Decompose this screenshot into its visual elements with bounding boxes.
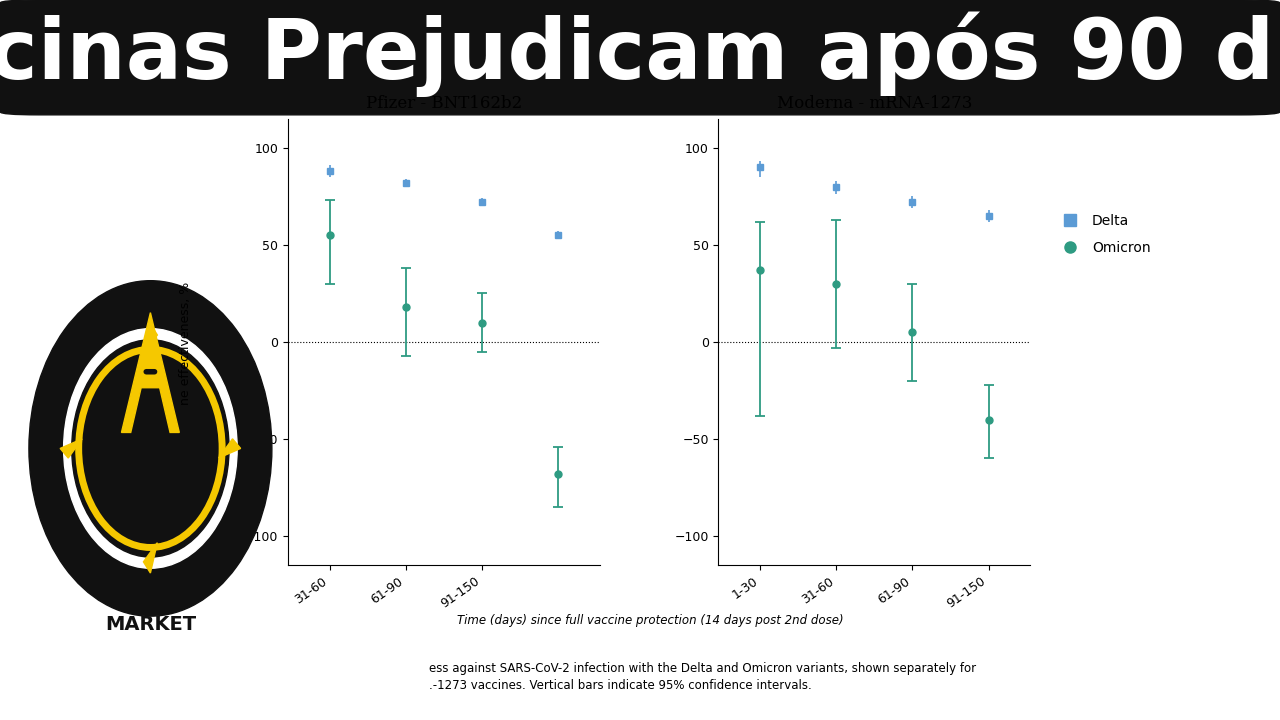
FancyBboxPatch shape — [0, 0, 1280, 114]
Circle shape — [72, 340, 229, 557]
Text: MARKET: MARKET — [105, 615, 196, 634]
Text: ne effectiveness, %: ne effectiveness, % — [179, 282, 192, 405]
Polygon shape — [219, 439, 241, 458]
Polygon shape — [122, 312, 179, 433]
Text: ess against SARS-CoV-2 infection with the Delta and Omicron variants, shown sepa: ess against SARS-CoV-2 infection with th… — [429, 662, 975, 675]
Text: FREE: FREE — [160, 297, 189, 307]
Text: Time (days) since full vaccine protection (14 days post 2nd dose): Time (days) since full vaccine protectio… — [457, 614, 844, 627]
Polygon shape — [143, 324, 157, 354]
Circle shape — [64, 328, 237, 568]
Title: Pfizer - BNT162b2: Pfizer - BNT162b2 — [366, 95, 522, 112]
Text: OPINION: OPINION — [83, 316, 133, 326]
Title: Moderna - mRNA-1273: Moderna - mRNA-1273 — [777, 95, 972, 112]
Polygon shape — [60, 438, 82, 458]
Polygon shape — [143, 543, 157, 573]
Text: .-1273 vaccines. Vertical bars indicate 95% confidence intervals.: .-1273 vaccines. Vertical bars indicate … — [429, 679, 812, 692]
Legend: Delta, Omicron: Delta, Omicron — [1050, 209, 1156, 260]
Circle shape — [29, 281, 271, 616]
Text: Vacinas Prejudicam após 90 dias: Vacinas Prejudicam após 90 dias — [0, 12, 1280, 97]
